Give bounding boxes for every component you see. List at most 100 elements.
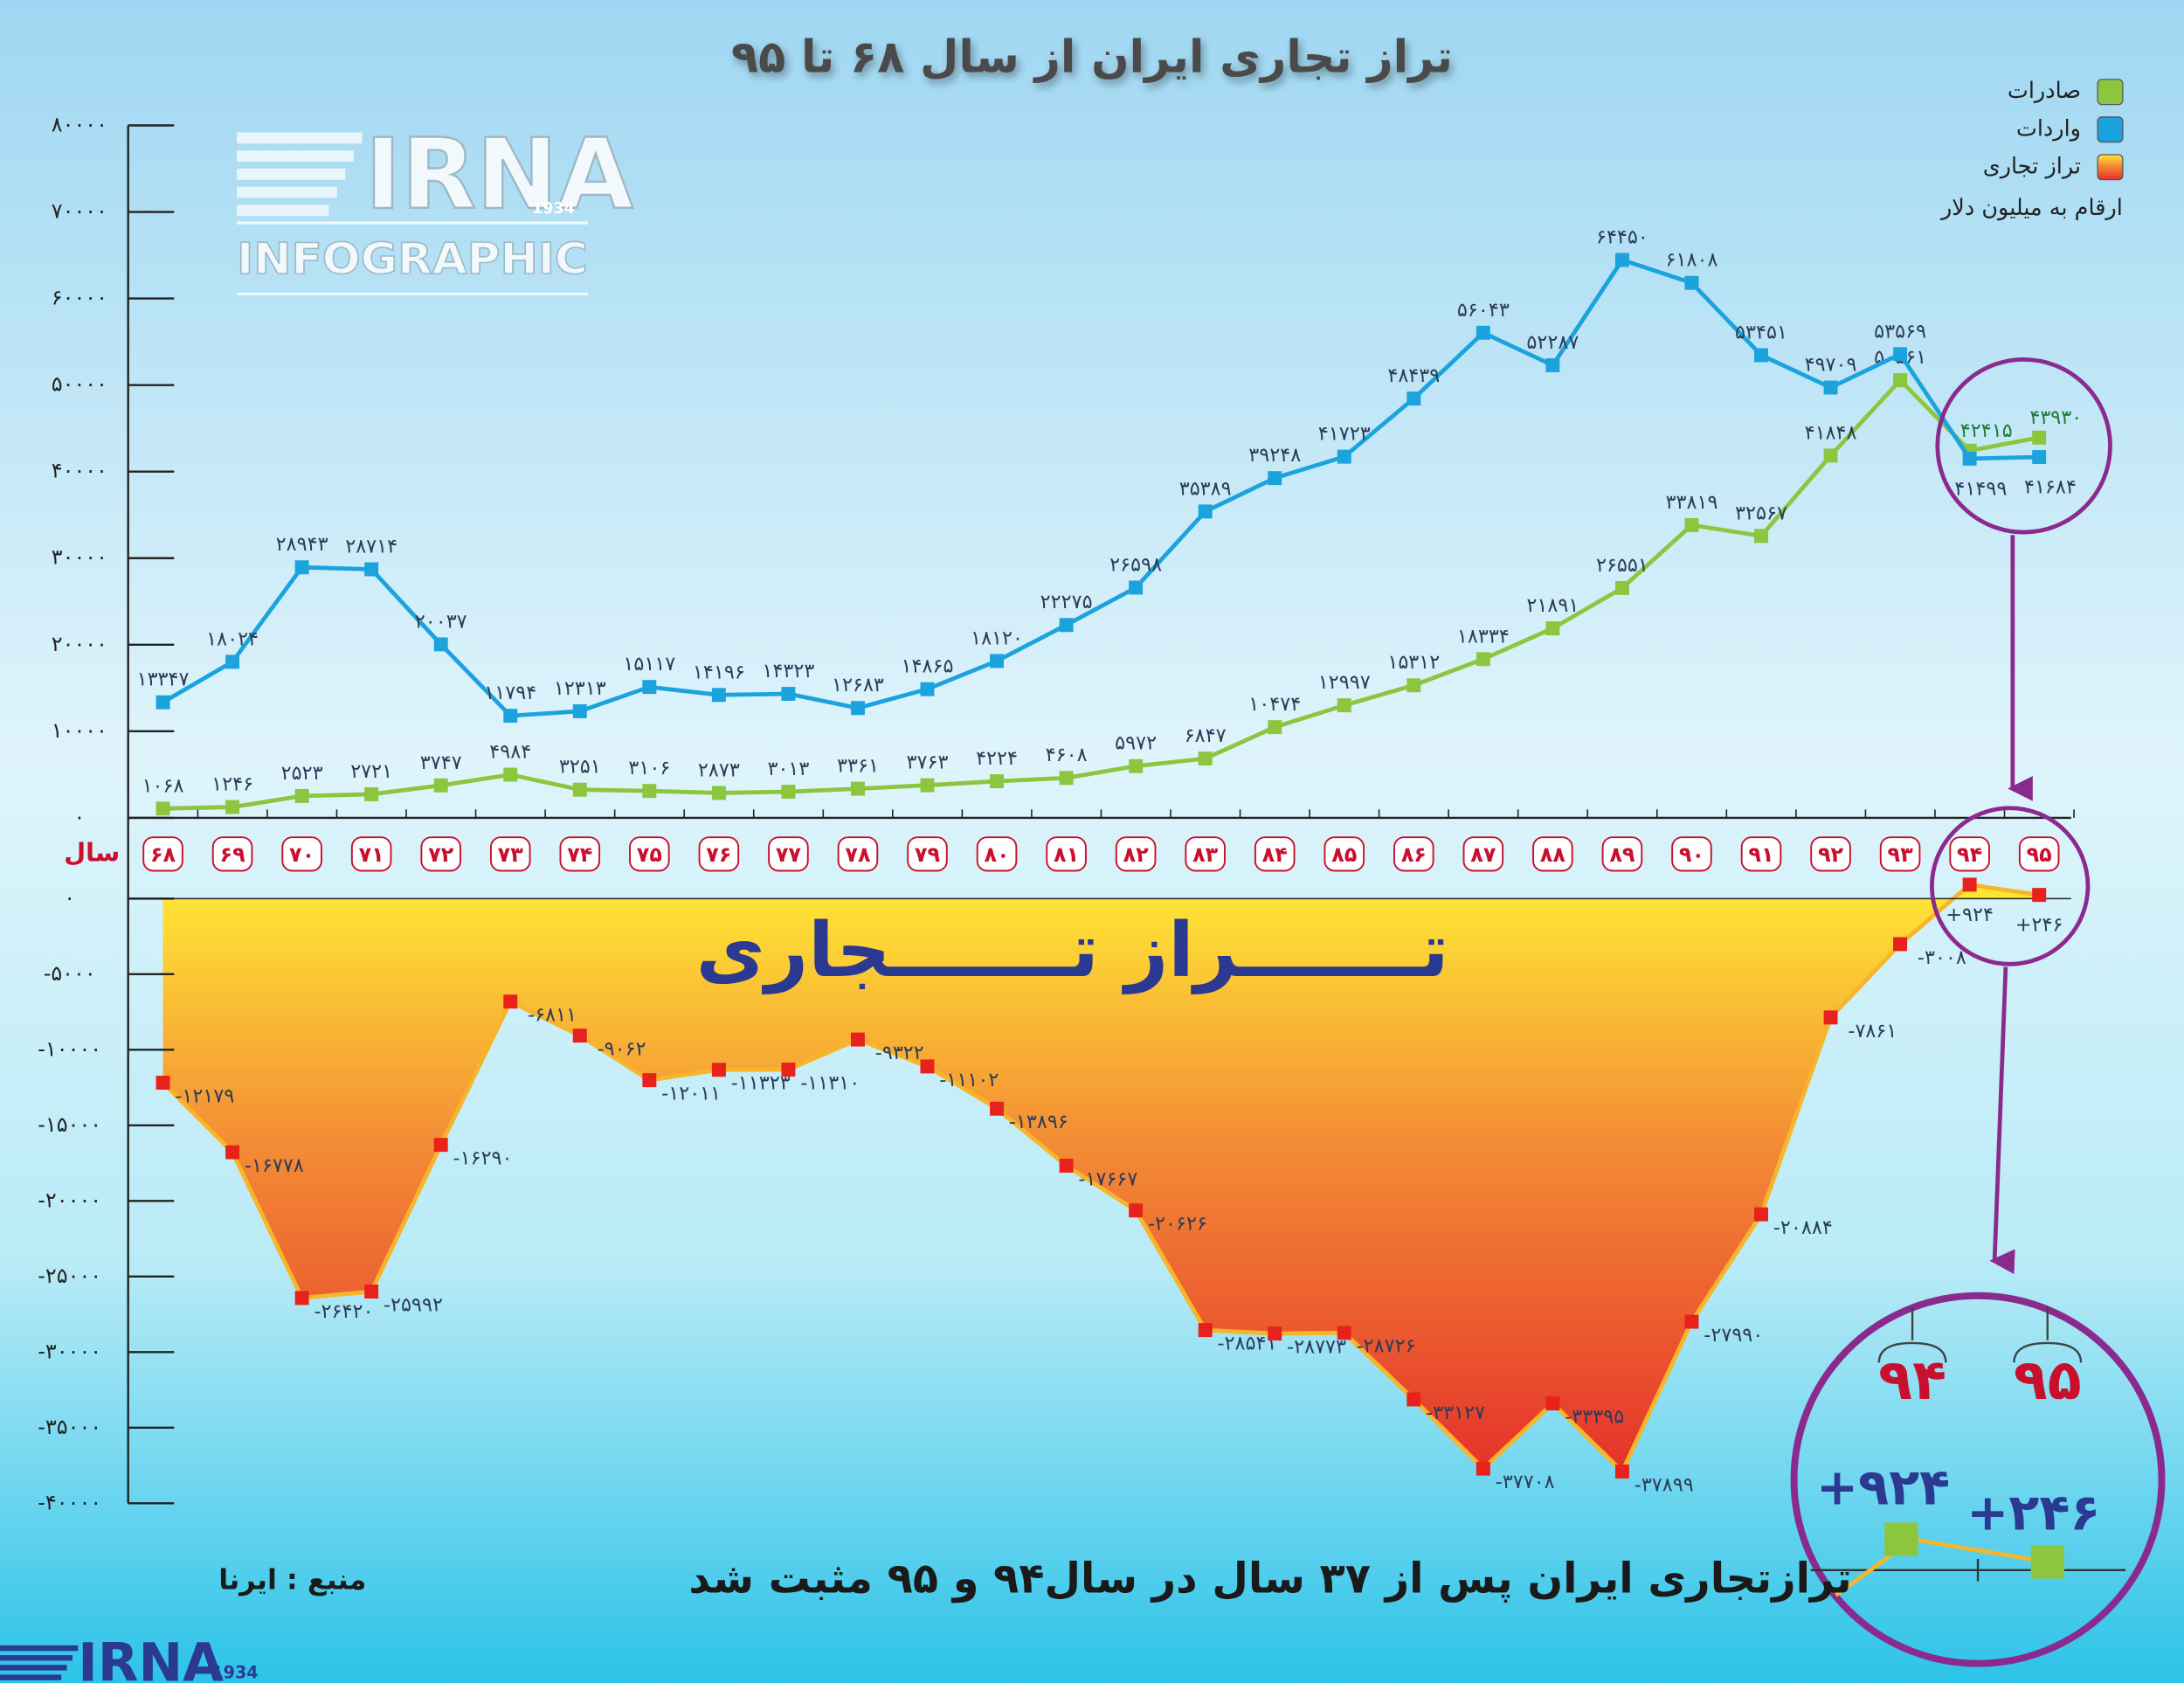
year-box bbox=[1046, 836, 1087, 872]
y-tick-label: -۲۰۰۰۰ bbox=[38, 1188, 101, 1212]
value-label: ۲۸۹۴۳ bbox=[276, 533, 328, 556]
value-label: ۱۵۱۱۷ bbox=[623, 653, 675, 675]
year-box bbox=[629, 836, 670, 872]
data-point bbox=[225, 800, 240, 814]
unit-note: ارقام به میلیون دلار bbox=[1939, 195, 2123, 221]
year-box bbox=[837, 836, 879, 872]
value-label: ۱۱۷۹۴ bbox=[484, 682, 536, 704]
data-point bbox=[850, 781, 865, 796]
year-box bbox=[1324, 836, 1365, 872]
data-point bbox=[1684, 1314, 1699, 1329]
value-label: ۱۴۳۲۳ bbox=[762, 660, 814, 682]
x-tick-label: ۷۵ bbox=[637, 842, 662, 867]
y-tick-label: -۴۰۰۰۰ bbox=[38, 1490, 101, 1514]
inset-value-label: +۹۲۴ bbox=[1816, 1458, 1950, 1517]
data-point bbox=[294, 560, 309, 575]
legend-swatch bbox=[2097, 154, 2124, 181]
footer-logo-bar bbox=[0, 1674, 62, 1680]
year-box bbox=[559, 836, 601, 872]
value-label: ۱۴۱۹۶ bbox=[693, 661, 745, 683]
year-box bbox=[907, 836, 948, 872]
logo-bar bbox=[237, 186, 337, 198]
value-label: ۳۹۲۴۸ bbox=[1248, 444, 1301, 467]
data-point bbox=[1337, 1326, 1351, 1340]
value-label: +۹۲۴ bbox=[1946, 904, 1994, 926]
data-point bbox=[1754, 348, 1768, 363]
value-label: ۲۶۵۵۱ bbox=[1596, 554, 1648, 577]
series-line bbox=[162, 257, 2040, 718]
data-point bbox=[1545, 358, 1560, 372]
y-tick-label: -۱۵۰۰۰ bbox=[38, 1112, 101, 1137]
y-tick-label: ۷۰۰۰۰ bbox=[52, 199, 107, 224]
value-label: -۶۸۱۱ bbox=[528, 1004, 577, 1027]
footer-logo-bar bbox=[0, 1645, 79, 1652]
arrow bbox=[1989, 966, 2015, 1275]
x-tick-label: ۹۳ bbox=[1888, 842, 1914, 867]
value-label: ۴۶۰۸ bbox=[1046, 744, 1088, 766]
y-tick-label: ۱۰۰۰۰ bbox=[52, 718, 107, 743]
logo-bar bbox=[237, 132, 363, 144]
data-point bbox=[1337, 698, 1351, 713]
data-point bbox=[1684, 517, 1699, 532]
value-label: -۱۶۲۹۰ bbox=[453, 1147, 513, 1170]
data-point bbox=[572, 782, 587, 797]
series-line bbox=[162, 377, 2040, 811]
year-box bbox=[1462, 836, 1504, 872]
data-point bbox=[1406, 391, 1421, 406]
area-line bbox=[161, 882, 2040, 1476]
data-point bbox=[433, 1138, 448, 1153]
value-label: ۶۱۸۰۸ bbox=[1666, 249, 1718, 272]
y-tick-label: ۳۰۰۰۰ bbox=[52, 545, 107, 570]
value-label: -۳۳۳۹۵ bbox=[1565, 1406, 1624, 1429]
value-label: -۳۷۸۹۹ bbox=[1635, 1473, 1694, 1496]
x-tick-label: ۷۱ bbox=[359, 842, 384, 867]
value-label: -۳۰۰۸ bbox=[1918, 946, 1966, 969]
data-point bbox=[1614, 253, 1629, 267]
highlight-circle bbox=[1935, 357, 2112, 535]
value-label: ۱۰۶۸ bbox=[142, 774, 184, 797]
x-tick-label: ۸۲ bbox=[1123, 842, 1150, 867]
data-point bbox=[1962, 877, 1977, 892]
year-box bbox=[281, 836, 322, 872]
value-label: ۴۱۴۹۹ bbox=[1954, 477, 2007, 500]
value-label: ۶۸۴۷ bbox=[1185, 724, 1227, 747]
x-tick-label: ۶۹ bbox=[219, 842, 245, 867]
value-label: ۳۷۶۳ bbox=[907, 751, 949, 774]
legend-label: واردات bbox=[2016, 115, 2081, 142]
data-point bbox=[1198, 504, 1213, 519]
value-label: -۹۳۲۲ bbox=[875, 1042, 924, 1064]
y-tick-label: ۵۰۰۰۰ bbox=[52, 372, 107, 397]
year-box bbox=[1115, 836, 1157, 872]
data-point bbox=[1545, 621, 1560, 636]
data-point bbox=[294, 788, 309, 803]
data-point bbox=[1823, 448, 1838, 463]
logo-subtitle: INFOGRAPHIC bbox=[237, 233, 588, 284]
value-label: ۳۲۵۶۷ bbox=[1735, 502, 1787, 524]
data-point bbox=[990, 774, 1005, 789]
value-label: ۴۲۴۱۵ bbox=[1960, 419, 2013, 442]
data-point bbox=[1406, 678, 1421, 693]
data-point bbox=[156, 801, 170, 816]
y-tick-label: ۰ bbox=[73, 805, 85, 829]
year-box bbox=[1393, 836, 1434, 872]
y-tick-label: -۳۰۰۰۰ bbox=[38, 1339, 101, 1363]
data-point bbox=[1198, 1323, 1213, 1338]
x-tick-label: ۷۴ bbox=[567, 842, 592, 867]
data-point bbox=[920, 778, 935, 793]
x-tick-label: ۸۶ bbox=[1401, 842, 1427, 867]
x-tick-label: ۷۸ bbox=[845, 842, 871, 867]
footer-logo-name: IRNA bbox=[78, 1632, 224, 1683]
value-label: ۴۸۴۳۹ bbox=[1387, 364, 1440, 387]
value-label: -۱۷۶۶۷ bbox=[1078, 1167, 1137, 1190]
area-fill bbox=[162, 884, 2040, 1472]
value-label: -۱۲۰۱۱ bbox=[661, 1083, 721, 1105]
logo-bar bbox=[237, 150, 354, 162]
data-point bbox=[1684, 275, 1699, 290]
value-label: ۲۵۲۳ bbox=[281, 762, 323, 785]
inset-brace bbox=[2013, 1341, 2083, 1363]
footer-source: منبع : ایرنا bbox=[218, 1563, 366, 1596]
value-label: -۹۰۶۲ bbox=[598, 1038, 646, 1061]
data-point bbox=[364, 1285, 379, 1299]
inset-circle bbox=[1790, 1292, 2166, 1667]
y-tick-label: -۲۵۰۰۰ bbox=[38, 1264, 101, 1288]
